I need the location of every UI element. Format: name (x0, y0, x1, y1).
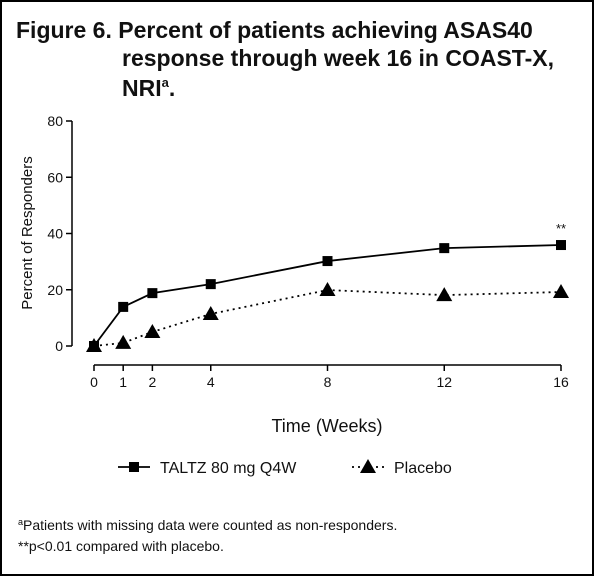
marker (319, 282, 336, 297)
title-marker: a (162, 75, 170, 90)
x-tick-label: 0 (90, 374, 98, 390)
y-tick-label: 60 (47, 169, 63, 185)
y-axis-label: Percent of Responders (19, 156, 36, 309)
footnote-text: Patients with missing data were counted … (23, 517, 397, 533)
x-axis-label: Time (Weeks) (271, 416, 382, 436)
title-text: NRI (122, 75, 162, 101)
marker (322, 256, 333, 267)
x-tick-label: 4 (207, 374, 215, 390)
x-tick-label: 12 (436, 374, 452, 390)
x-tick-label: 8 (324, 374, 332, 390)
y-tick-label: 20 (47, 282, 63, 298)
marker (118, 301, 129, 312)
marker (553, 284, 569, 298)
footnote-marker: a (18, 517, 23, 527)
legend-label: Placebo (394, 460, 452, 477)
legend: TALTZ 80 mg Q4W Placebo (118, 459, 452, 477)
marker (147, 288, 158, 299)
marker (144, 323, 161, 338)
marker (360, 459, 376, 473)
y-tick-label: 80 (47, 113, 63, 129)
x-tick-label: 1 (119, 374, 127, 390)
footnote: **p<0.01 compared with placebo. (18, 538, 224, 554)
x-tick-label: 16 (553, 374, 569, 390)
marker (202, 305, 219, 320)
y-tick-label: 40 (47, 226, 63, 242)
marker (436, 287, 453, 302)
marker (205, 279, 216, 290)
x-tick-label: 2 (148, 374, 156, 390)
title-line: response through week 16 in COAST-X, (122, 45, 554, 71)
legend-label: TALTZ 80 mg Q4W (160, 460, 297, 477)
marker (439, 243, 450, 254)
marker (115, 334, 132, 349)
footnote-text: **p<0.01 compared with placebo. (18, 538, 224, 554)
title-end: . (169, 75, 175, 101)
footnote: aPatients with missing data were counted… (18, 517, 397, 533)
title-line: Figure 6. Percent of patients achieving … (16, 17, 533, 43)
title-line: NRIa. (122, 75, 175, 101)
annotation: ** (556, 221, 566, 236)
y-tick-label: 0 (55, 338, 63, 354)
marker (556, 240, 566, 251)
marker (86, 338, 102, 352)
marker (129, 462, 139, 472)
